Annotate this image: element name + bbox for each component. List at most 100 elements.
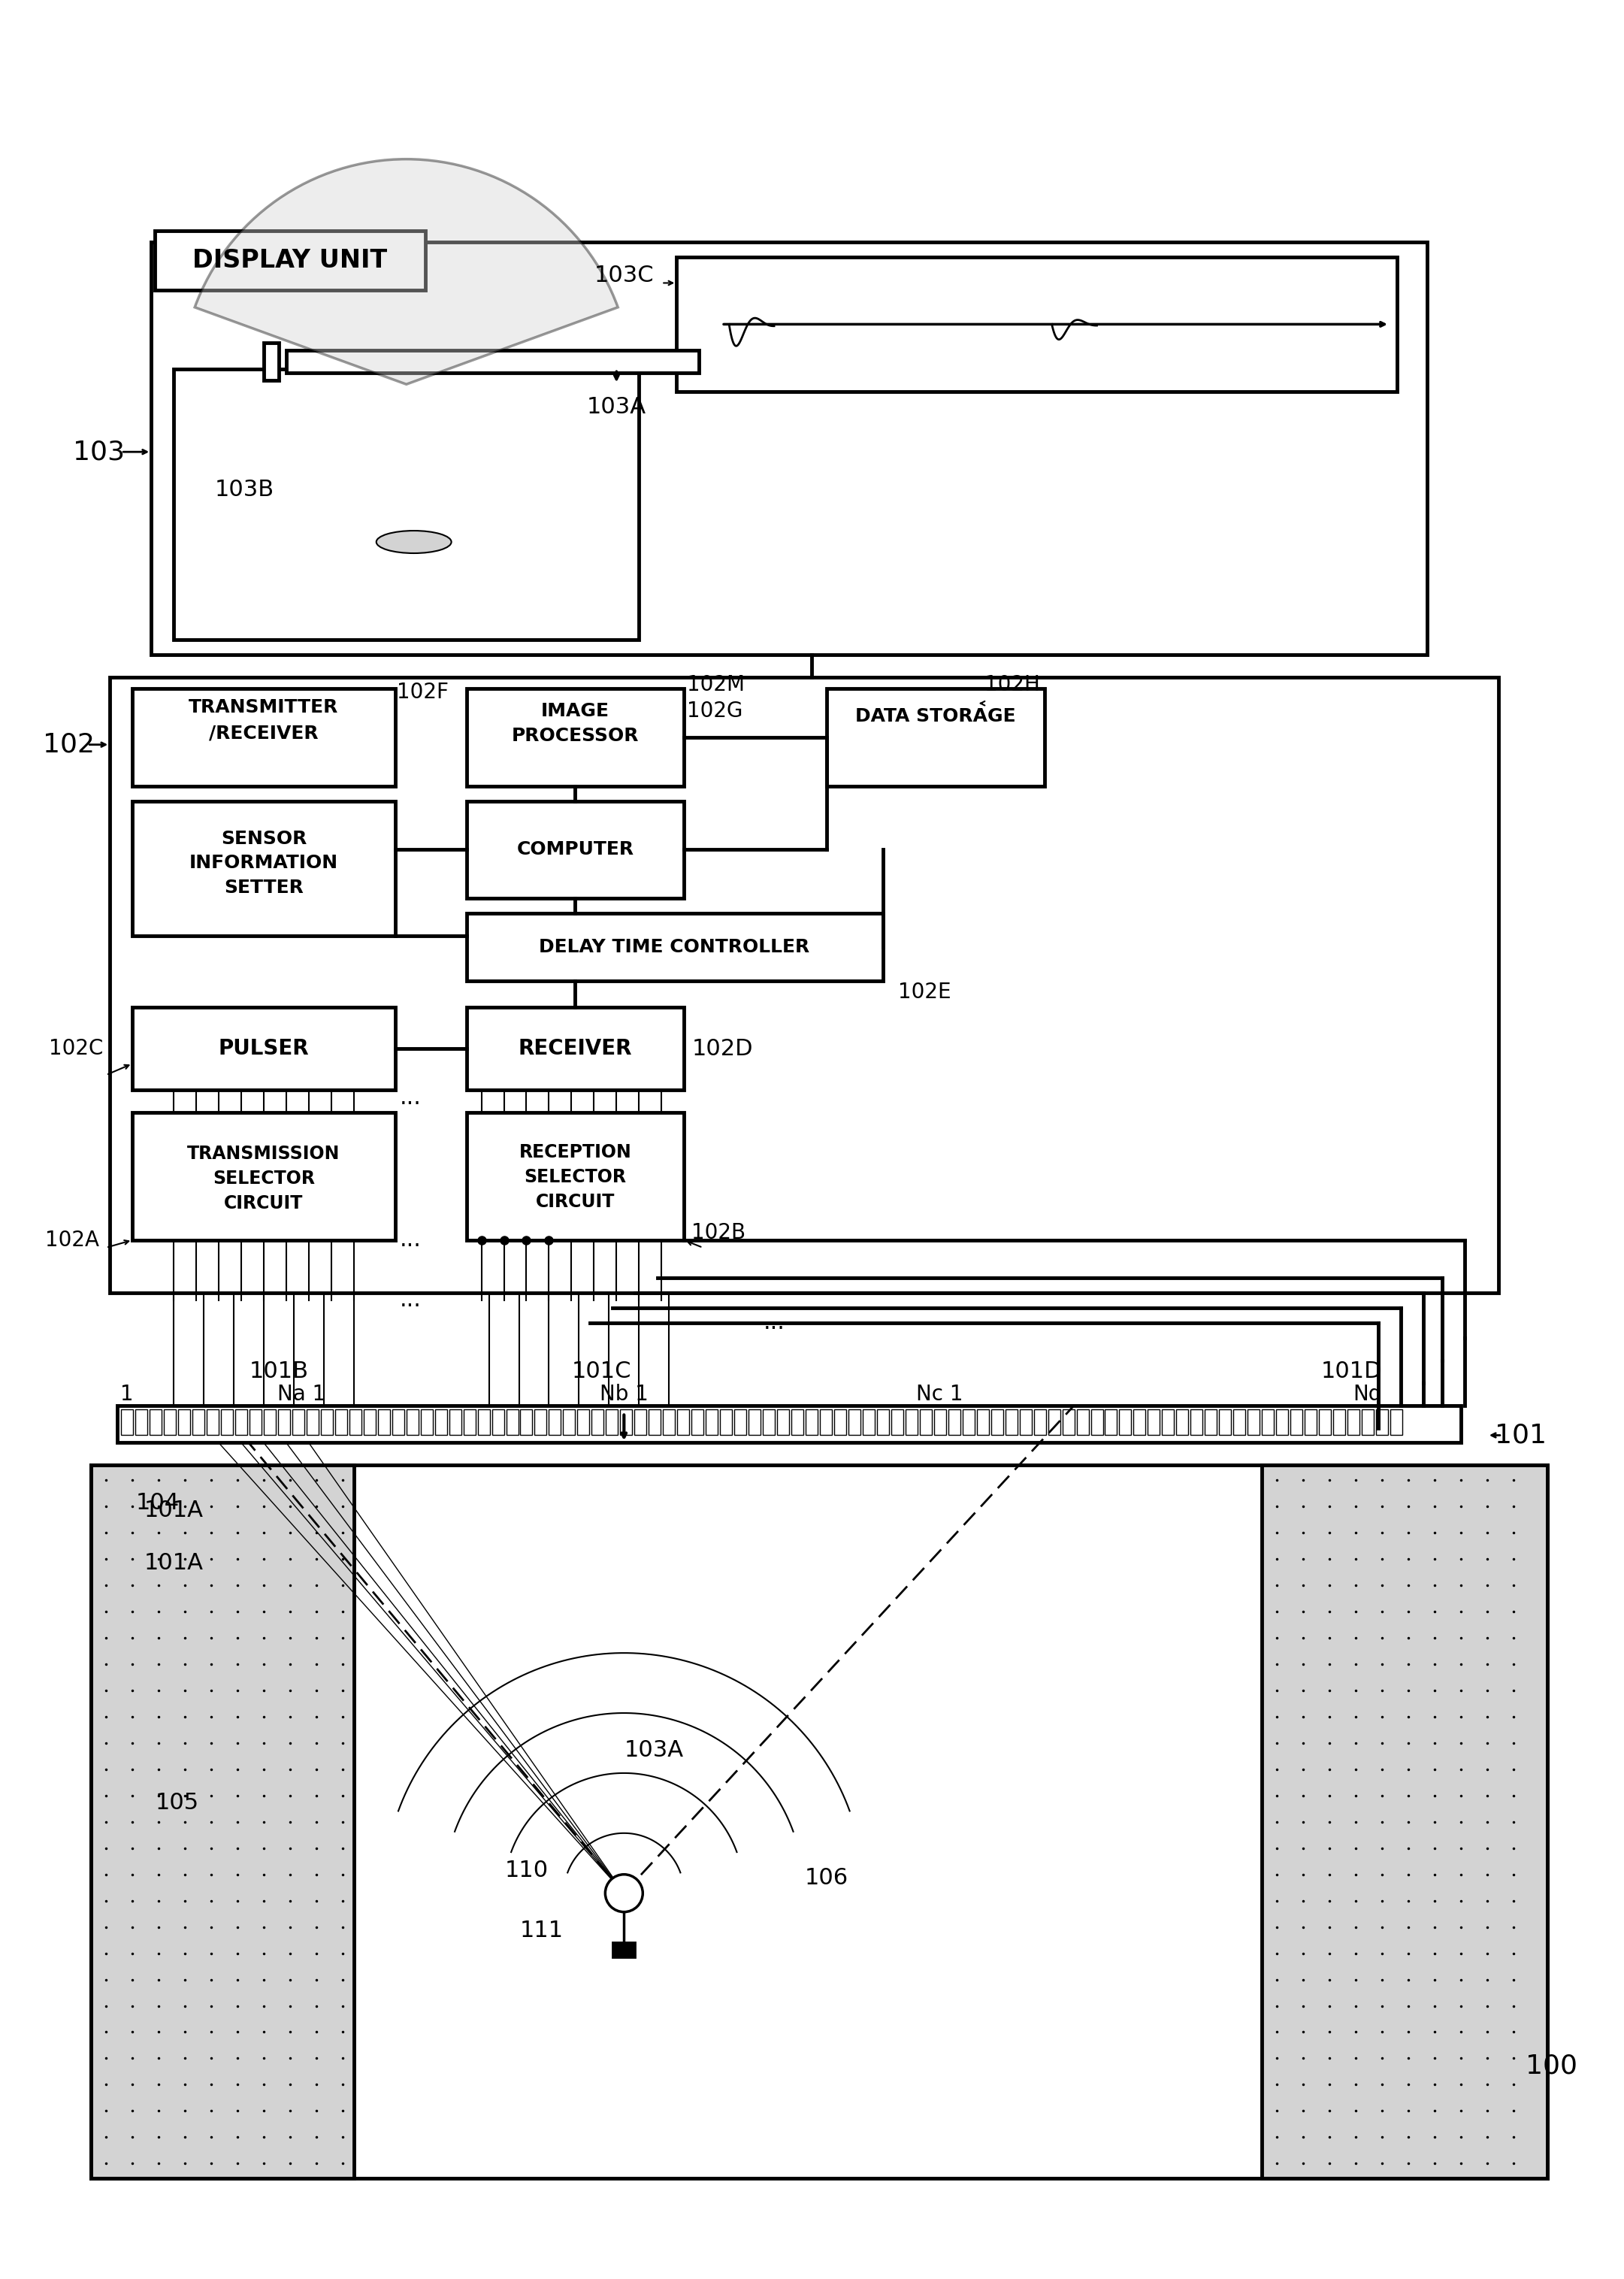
FancyBboxPatch shape bbox=[286, 351, 698, 374]
Text: 103A: 103A bbox=[586, 397, 646, 417]
FancyBboxPatch shape bbox=[976, 1408, 989, 1436]
FancyBboxPatch shape bbox=[1247, 1408, 1260, 1436]
FancyBboxPatch shape bbox=[307, 1408, 318, 1436]
Text: 101B: 101B bbox=[248, 1361, 309, 1383]
FancyBboxPatch shape bbox=[435, 1408, 447, 1436]
Text: 101A: 101A bbox=[145, 1552, 203, 1575]
FancyBboxPatch shape bbox=[507, 1408, 518, 1436]
Text: RECEPTION: RECEPTION bbox=[520, 1144, 632, 1162]
FancyBboxPatch shape bbox=[620, 1408, 632, 1436]
Text: 102: 102 bbox=[42, 732, 94, 757]
FancyBboxPatch shape bbox=[1233, 1408, 1246, 1436]
FancyBboxPatch shape bbox=[1319, 1408, 1332, 1436]
FancyBboxPatch shape bbox=[466, 1007, 684, 1089]
Text: ...: ... bbox=[763, 1313, 784, 1333]
FancyBboxPatch shape bbox=[179, 1408, 190, 1436]
FancyBboxPatch shape bbox=[827, 688, 1044, 786]
FancyBboxPatch shape bbox=[133, 1112, 395, 1240]
FancyBboxPatch shape bbox=[778, 1408, 789, 1436]
FancyBboxPatch shape bbox=[174, 369, 638, 640]
Text: PULSER: PULSER bbox=[218, 1039, 309, 1060]
FancyBboxPatch shape bbox=[117, 1406, 1462, 1443]
Text: 103: 103 bbox=[73, 440, 125, 465]
Text: 101: 101 bbox=[1494, 1422, 1546, 1447]
FancyBboxPatch shape bbox=[1190, 1408, 1203, 1436]
FancyBboxPatch shape bbox=[1148, 1408, 1160, 1436]
FancyBboxPatch shape bbox=[1304, 1408, 1317, 1436]
Text: 102G: 102G bbox=[687, 700, 742, 722]
FancyBboxPatch shape bbox=[1034, 1408, 1046, 1436]
Text: 102F: 102F bbox=[396, 681, 448, 702]
FancyBboxPatch shape bbox=[919, 1408, 932, 1436]
FancyBboxPatch shape bbox=[466, 1112, 684, 1240]
FancyBboxPatch shape bbox=[612, 1942, 635, 1958]
Text: SELECTOR: SELECTOR bbox=[525, 1169, 627, 1185]
FancyBboxPatch shape bbox=[791, 1408, 804, 1436]
Text: 101A: 101A bbox=[145, 1500, 203, 1522]
FancyBboxPatch shape bbox=[948, 1408, 960, 1436]
FancyBboxPatch shape bbox=[135, 1408, 148, 1436]
FancyBboxPatch shape bbox=[221, 1408, 232, 1436]
FancyBboxPatch shape bbox=[133, 1007, 395, 1089]
FancyBboxPatch shape bbox=[1119, 1408, 1132, 1436]
FancyBboxPatch shape bbox=[862, 1408, 875, 1436]
FancyBboxPatch shape bbox=[1262, 1408, 1273, 1436]
FancyBboxPatch shape bbox=[906, 1408, 918, 1436]
Text: Nd: Nd bbox=[1353, 1383, 1382, 1404]
Text: 104: 104 bbox=[136, 1493, 180, 1513]
FancyBboxPatch shape bbox=[635, 1408, 646, 1436]
FancyBboxPatch shape bbox=[648, 1408, 661, 1436]
FancyBboxPatch shape bbox=[463, 1408, 476, 1436]
FancyBboxPatch shape bbox=[1020, 1408, 1031, 1436]
FancyBboxPatch shape bbox=[591, 1408, 604, 1436]
FancyBboxPatch shape bbox=[466, 914, 883, 980]
Text: DATA STORAGE: DATA STORAGE bbox=[856, 706, 1015, 725]
FancyBboxPatch shape bbox=[835, 1408, 846, 1436]
FancyBboxPatch shape bbox=[406, 1408, 419, 1436]
FancyBboxPatch shape bbox=[692, 1408, 703, 1436]
FancyBboxPatch shape bbox=[466, 800, 684, 898]
FancyBboxPatch shape bbox=[335, 1408, 348, 1436]
FancyBboxPatch shape bbox=[1077, 1408, 1088, 1436]
Text: CIRCUIT: CIRCUIT bbox=[224, 1194, 304, 1212]
FancyBboxPatch shape bbox=[206, 1408, 219, 1436]
Text: 102D: 102D bbox=[692, 1037, 754, 1060]
FancyBboxPatch shape bbox=[749, 1408, 760, 1436]
Text: 102C: 102C bbox=[49, 1039, 104, 1060]
FancyBboxPatch shape bbox=[110, 677, 1499, 1292]
Text: 1: 1 bbox=[120, 1383, 133, 1404]
FancyBboxPatch shape bbox=[1104, 1408, 1117, 1436]
FancyBboxPatch shape bbox=[1134, 1408, 1145, 1436]
FancyBboxPatch shape bbox=[154, 230, 425, 289]
FancyBboxPatch shape bbox=[564, 1408, 575, 1436]
FancyBboxPatch shape bbox=[1220, 1408, 1231, 1436]
Text: SENSOR: SENSOR bbox=[221, 830, 307, 848]
FancyBboxPatch shape bbox=[848, 1408, 861, 1436]
FancyBboxPatch shape bbox=[663, 1408, 676, 1436]
Text: SETTER: SETTER bbox=[224, 880, 304, 898]
Text: ...: ... bbox=[400, 1228, 421, 1251]
Text: TRANSMITTER: TRANSMITTER bbox=[188, 697, 339, 716]
FancyBboxPatch shape bbox=[892, 1408, 903, 1436]
FancyBboxPatch shape bbox=[677, 258, 1397, 392]
FancyBboxPatch shape bbox=[1062, 1408, 1075, 1436]
Text: DISPLAY UNIT: DISPLAY UNIT bbox=[193, 248, 388, 273]
FancyBboxPatch shape bbox=[963, 1408, 974, 1436]
Text: 101D: 101D bbox=[1320, 1361, 1382, 1383]
Text: COMPUTER: COMPUTER bbox=[516, 841, 633, 859]
FancyBboxPatch shape bbox=[719, 1408, 732, 1436]
Text: SELECTOR: SELECTOR bbox=[213, 1169, 315, 1187]
FancyBboxPatch shape bbox=[133, 688, 395, 786]
FancyBboxPatch shape bbox=[1276, 1408, 1288, 1436]
Text: 102A: 102A bbox=[45, 1231, 99, 1251]
FancyBboxPatch shape bbox=[263, 1408, 276, 1436]
FancyBboxPatch shape bbox=[520, 1408, 533, 1436]
Wedge shape bbox=[195, 160, 617, 385]
Text: 106: 106 bbox=[806, 1867, 848, 1889]
FancyBboxPatch shape bbox=[1262, 1465, 1548, 2179]
FancyBboxPatch shape bbox=[91, 1465, 354, 2179]
Text: RECEIVER: RECEIVER bbox=[518, 1039, 632, 1060]
FancyBboxPatch shape bbox=[149, 1408, 162, 1436]
FancyBboxPatch shape bbox=[364, 1408, 375, 1436]
FancyBboxPatch shape bbox=[677, 1408, 689, 1436]
